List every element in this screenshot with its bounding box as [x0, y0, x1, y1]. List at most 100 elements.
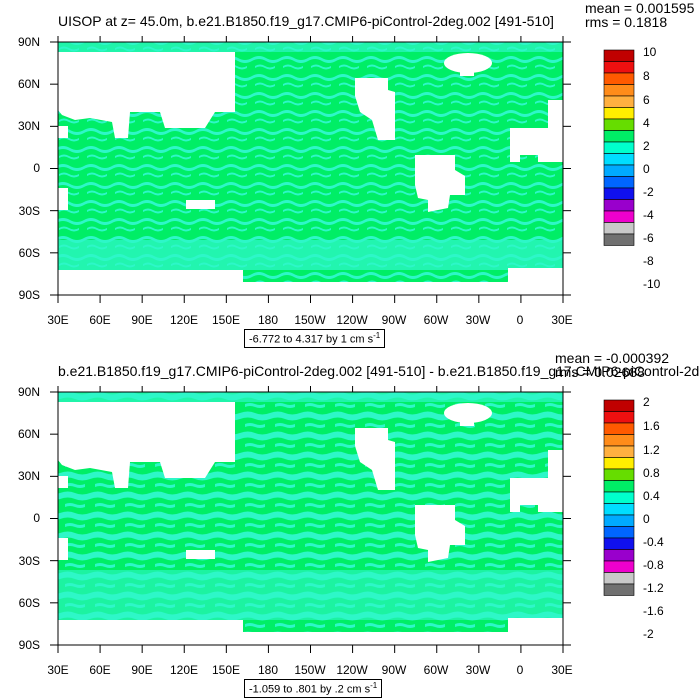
colorbar-swatch — [603, 503, 635, 516]
colorbar-swatch — [603, 526, 635, 539]
panel-1-rms: rms = 0.1818 — [585, 14, 668, 30]
panel-1-cb-label-neg2: -2 — [643, 185, 654, 199]
colorbar-swatch — [603, 411, 635, 424]
panel-2-caption-text: -1.059 to .801 by .2 cm s — [249, 683, 371, 696]
panel-2-lat-label-30n: 30N — [17, 469, 40, 483]
panel-2-lon-label-0: 0 — [516, 663, 524, 677]
colorbar-swatch — [603, 107, 635, 120]
panel-2-map — [50, 386, 635, 653]
panel-1-cb-label-4: 4 — [643, 116, 650, 130]
panel-1-lon-label-30w: 30W — [465, 313, 491, 327]
panel-1-lon-label-30e-east: 30E — [551, 313, 573, 327]
panel-2-cb-label-0-4: 0.4 — [643, 489, 660, 503]
colorbar-swatch — [603, 95, 635, 108]
panel-1-caption-sup: -1 — [373, 331, 381, 340]
panel-1-lat-label-60n: 60N — [17, 77, 40, 91]
colorbar-swatch — [603, 514, 635, 527]
panel-1-lon-label-30e: 30E — [47, 313, 69, 327]
colorbar-swatch — [603, 222, 635, 235]
panel-1-cb-label-0: 0 — [643, 162, 650, 176]
panel-1-cb-label-neg4: -4 — [643, 208, 654, 222]
colorbar-swatch — [603, 537, 635, 550]
panel-1-cb-label-8: 8 — [643, 69, 650, 83]
panel-2-caption-sup: -1 — [370, 681, 378, 690]
panel-2-colorbar — [603, 399, 635, 596]
colorbar-swatch — [603, 468, 635, 481]
panel-1-lat-label-60s: 60S — [18, 246, 40, 260]
colorbar-swatch — [603, 560, 635, 573]
colorbar-swatch — [603, 422, 635, 435]
panel-2-lon-label-180: 180 — [257, 663, 279, 677]
panel-2-lon-label-90w: 90W — [381, 663, 407, 677]
colorbar-swatch — [603, 583, 635, 596]
panel-2-cb-label-neg0-4: -0.4 — [643, 535, 664, 549]
panel-2-cb-label-neg2: -2 — [643, 627, 654, 641]
panel-2-title: b.e21.B1850.f19_g17.CMIP6-piControl-2deg… — [58, 363, 700, 379]
panel-2: b.e21.B1850.f19_g17.CMIP6-piControl-2deg… — [0, 350, 700, 700]
panel-1-cb-label-neg10: -10 — [643, 277, 661, 291]
panel-1-plot-area — [50, 36, 571, 303]
colorbar-swatch — [603, 399, 635, 412]
panel-2-lat-label-30s: 30S — [18, 554, 40, 568]
panel-1-cb-label-neg8: -8 — [643, 254, 654, 268]
colorbar-swatch — [603, 491, 635, 504]
colorbar-swatch — [603, 210, 635, 223]
panel-2-lon-label-150w: 150W — [294, 663, 326, 677]
panel-1-lon-label-90e: 90E — [131, 313, 153, 327]
colorbar-swatch — [603, 72, 635, 85]
panel-2-cb-label-1-6: 1.6 — [643, 419, 660, 433]
panel-2-plot-area — [50, 386, 571, 653]
panel-2-lon-label-150e: 150E — [211, 663, 241, 677]
panel-1-lat-label-0: 0 — [33, 161, 40, 175]
colorbar-swatch — [603, 141, 635, 154]
panel-2-lat-label-90n: 90N — [17, 385, 40, 399]
panel-1-mean: mean = 0.001595 — [585, 0, 695, 16]
panel-2-lon-label-30e-east: 30E — [551, 663, 573, 677]
panel-2-lon-label-120e: 120E — [169, 663, 199, 677]
panel-1-title: UISOP at z= 45.0m, b.e21.B1850.f19_g17.C… — [58, 13, 554, 29]
panel-1-lon-label-120w: 120W — [336, 313, 368, 327]
panel-1-lon-label-60w: 60W — [423, 313, 449, 327]
panel-2-lon-label-120w: 120W — [336, 663, 368, 677]
panel-1-lat-label-90n: 90N — [17, 35, 40, 49]
panel-2-lat-label-60n: 60N — [17, 427, 40, 441]
panel-2-lat-label-0: 0 — [33, 511, 40, 525]
panel-2-cb-label-neg0-8: -0.8 — [643, 558, 664, 572]
panel-1-lon-label-0: 0 — [516, 313, 524, 327]
colorbar-swatch — [603, 480, 635, 493]
panel-1-cb-label-neg6: -6 — [643, 231, 654, 245]
panel-1-map — [50, 36, 635, 303]
panel-2-rms: rms = 0.02688 — [555, 364, 645, 380]
panel-2-lon-label-60w: 60W — [423, 663, 449, 677]
panel-2-lat-label-60s: 60S — [18, 596, 40, 610]
panel-1: UISOP at z= 45.0m, b.e21.B1850.f19_g17.C… — [17, 0, 695, 348]
panel-1-colorbar — [603, 49, 635, 246]
panel-2-cb-label-neg1-2: -1.2 — [643, 581, 664, 595]
colorbar-swatch — [603, 61, 635, 74]
panel-2-cb-label-2: 2 — [643, 395, 650, 409]
panel-1-lat-label-90s: 90S — [18, 288, 40, 302]
colorbar-swatch — [603, 84, 635, 97]
panel-1-lon-label-150e: 150E — [211, 313, 241, 327]
colorbar-swatch — [603, 118, 635, 131]
panel-1-lon-label-60e: 60E — [89, 313, 111, 327]
panel-2-lon-label-90e: 90E — [131, 663, 153, 677]
panel-1-lon-label-120e: 120E — [169, 313, 199, 327]
panel-2-lon-label-30w: 30W — [465, 663, 491, 677]
panel-1-lon-label-180: 180 — [257, 313, 279, 327]
panel-1-cb-label-6: 6 — [643, 93, 650, 107]
panel-2-cb-label-neg1-6: -1.6 — [643, 604, 664, 618]
colorbar-swatch — [603, 153, 635, 166]
panel-2-mean: mean = -0.000392 — [555, 350, 670, 366]
panel-1-contour-caption: -6.772 to 4.317 by 1 cm s-1 — [244, 329, 386, 348]
colorbar-swatch — [603, 572, 635, 585]
colorbar-swatch — [603, 199, 635, 212]
colorbar-swatch — [603, 445, 635, 458]
colorbar-swatch — [603, 176, 635, 189]
panel-2-lat-label-90s: 90S — [18, 638, 40, 652]
panel-2-lon-label-60e: 60E — [89, 663, 111, 677]
colorbar-swatch — [603, 457, 635, 470]
colorbar-swatch — [603, 187, 635, 200]
colorbar-swatch — [603, 549, 635, 562]
panel-2-cb-label-1-2: 1.2 — [643, 443, 660, 457]
